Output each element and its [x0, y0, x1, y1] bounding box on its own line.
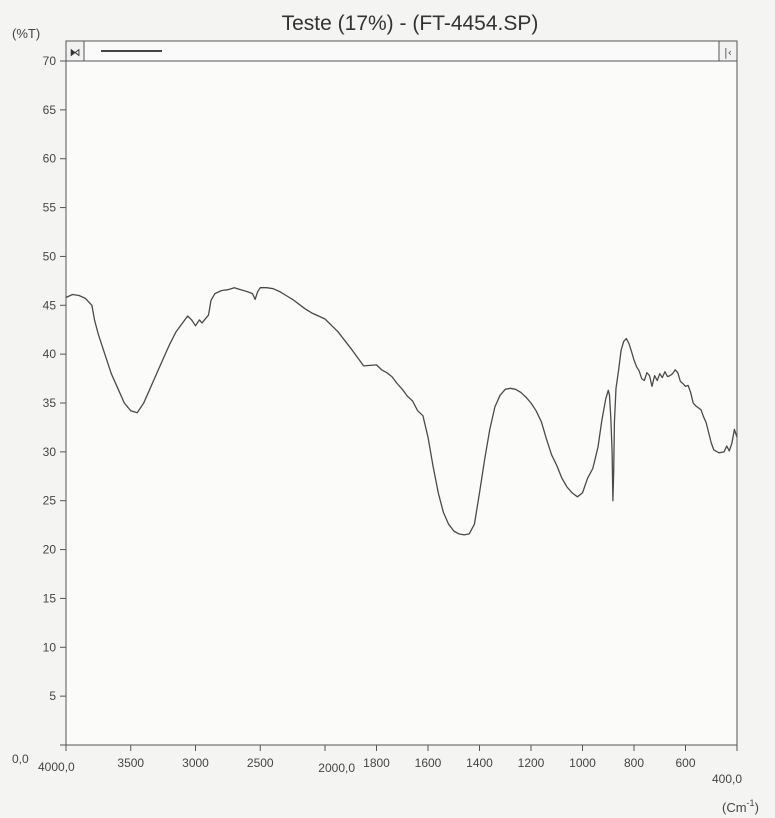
y-tick-label: 40	[43, 347, 57, 361]
x-tick-label: 1400	[466, 756, 493, 770]
series-group	[65, 287, 738, 536]
y-tick-label: 5	[49, 689, 56, 703]
x-axis-label: (Cm-1)	[722, 798, 759, 815]
x-tick-label: 3000	[182, 756, 209, 770]
x-axis: 4000,0 3500 3000 2500 2000,0 1800 1600 1400 1200…	[38, 745, 742, 786]
y-tick-label: 15	[43, 591, 57, 605]
x-tick-label: 600	[675, 756, 695, 770]
y-axis: 0,0 5 10 15 20 25 30 35 40 45 50 55 60 65 70	[12, 54, 66, 766]
x-tick-label: 1200	[518, 756, 545, 770]
y-tick-label: 55	[43, 201, 57, 215]
scroll-start-icon: ⧑	[70, 46, 81, 59]
y-tick-label: 25	[43, 494, 57, 508]
x-tick-label: 1000	[569, 756, 596, 770]
x-tick-label: 800	[624, 756, 644, 770]
y-tick-label: 30	[43, 445, 57, 459]
y-axis-label: (%T)	[12, 26, 40, 41]
x-tick-label: 1600	[415, 756, 442, 770]
chart-title: Teste (17%) - (FT-4454.SP)	[281, 12, 539, 35]
x-tick-label: 2000,0	[318, 761, 355, 775]
y-tick-label: 10	[43, 640, 57, 654]
scroll-end-icon: |‹	[724, 46, 732, 59]
y-tick-label: 50	[43, 249, 57, 263]
x-tick-label: 2500	[247, 756, 274, 770]
y-tick-label: 0,0	[12, 752, 29, 766]
plot-area	[65, 60, 738, 746]
y-tick-label: 60	[43, 152, 57, 166]
y-tick-label: 45	[43, 298, 57, 312]
x-tick-label: 4000,0	[38, 760, 75, 774]
x-tick-label: 1800	[363, 756, 390, 770]
scrollbar-track[interactable]	[65, 40, 738, 62]
y-tick-label: 70	[43, 54, 57, 68]
x-tick-label: 3500	[117, 756, 144, 770]
chart-scrollbar[interactable]: ⧑ |‹	[65, 40, 738, 62]
spectrum-line-0	[65, 287, 738, 536]
x-tick-label: 400,0	[712, 772, 742, 786]
y-tick-label: 35	[43, 396, 57, 410]
y-tick-label: 65	[43, 103, 57, 117]
y-tick-label: 20	[43, 543, 57, 557]
